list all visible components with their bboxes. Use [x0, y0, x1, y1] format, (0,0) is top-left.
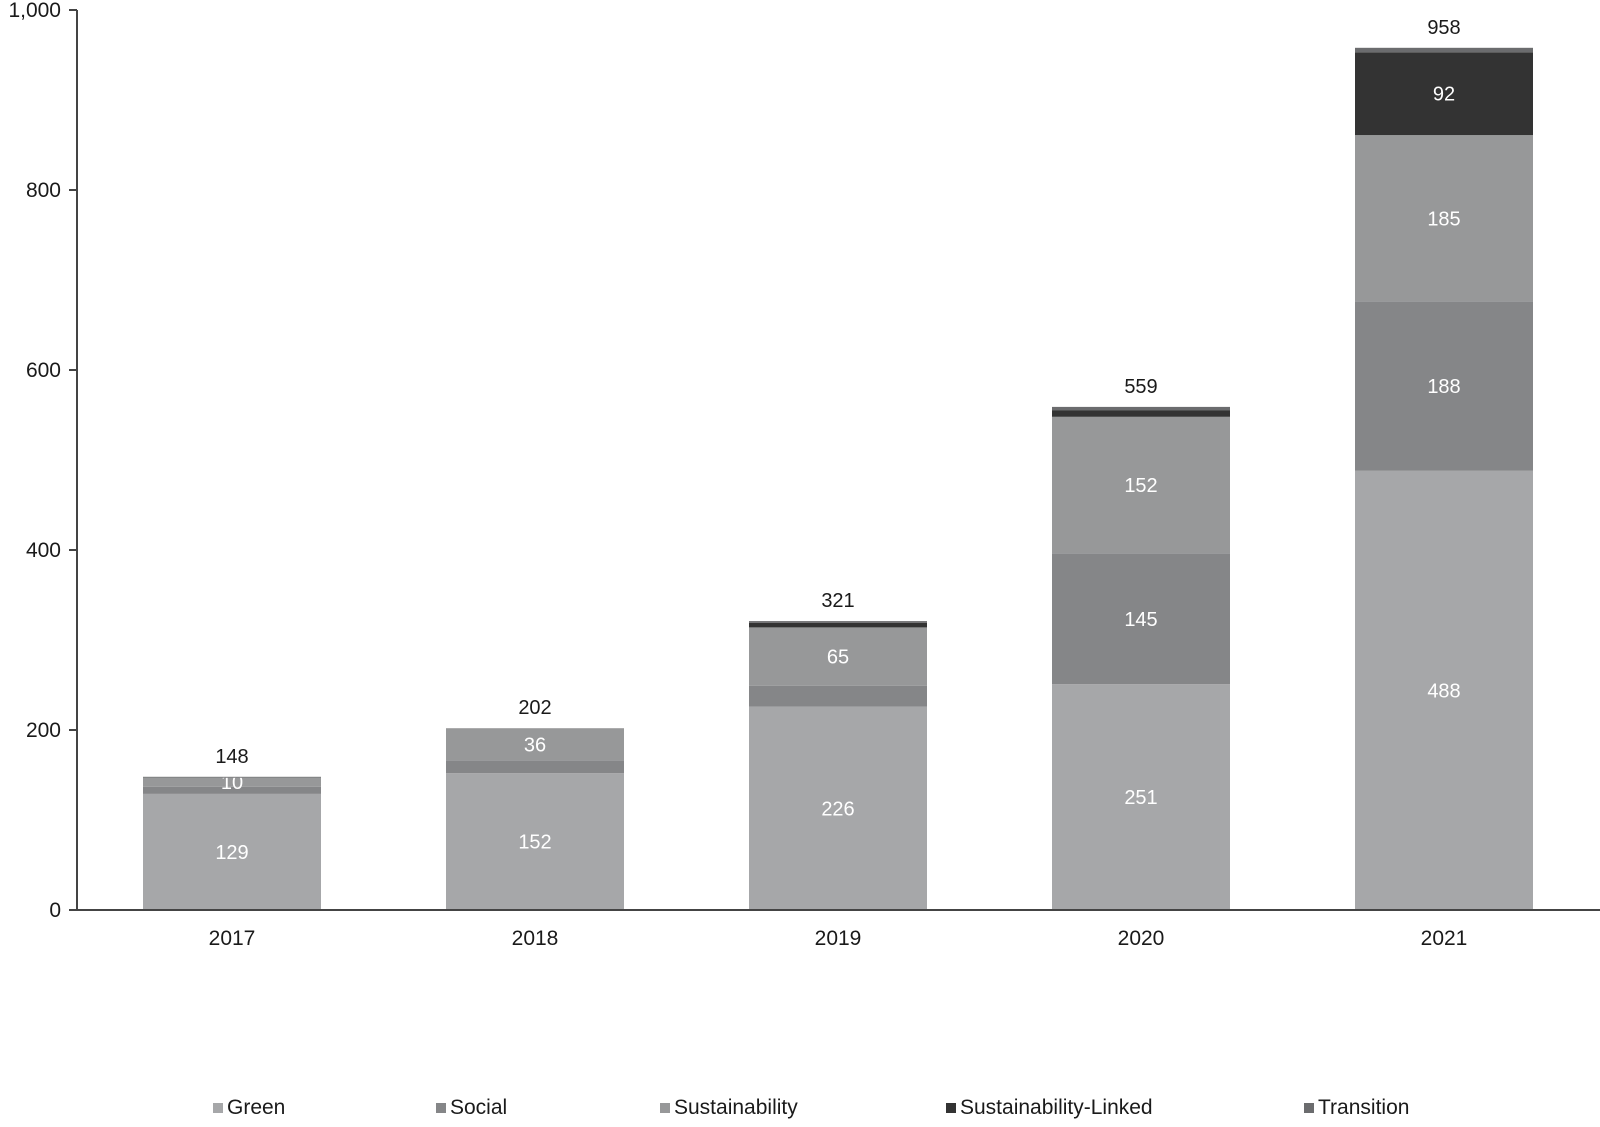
data-label: 251: [1124, 787, 1157, 809]
data-label: 488: [1427, 680, 1460, 702]
legend-swatch: [946, 1103, 956, 1113]
bar-segment-sustainability: [1355, 135, 1533, 302]
bar-segment-green: [446, 773, 624, 910]
bar-segment-green: [1355, 470, 1533, 910]
bar-segment-sustainability-linked: [749, 622, 927, 628]
legend-item: Sustainability-Linked: [946, 1096, 1153, 1119]
x-tick-label: 2018: [512, 927, 559, 950]
bar-segment-sustainability-linked: [1052, 410, 1230, 417]
legend-item: Transition: [1304, 1096, 1409, 1119]
legend-item: Green: [213, 1096, 285, 1119]
legend-label: Green: [227, 1096, 285, 1119]
bar-segment-social: [1052, 553, 1230, 685]
data-label: 36: [524, 734, 546, 756]
data-label: 129: [215, 842, 248, 864]
data-label: 145: [1124, 609, 1157, 631]
legend-swatch: [213, 1103, 223, 1113]
bar-segment-social: [1355, 301, 1533, 471]
legend-item: Sustainability: [660, 1096, 798, 1119]
legend-label: Transition: [1318, 1096, 1409, 1119]
bar-segment-green: [1052, 684, 1230, 910]
y-tick-label: 400: [26, 539, 61, 562]
bars: 129 10 148 152 36 202 226 65 321 251 145 152 559 488 1…: [143, 17, 1533, 910]
y-tick-label: 1,000: [8, 0, 61, 22]
data-label: 188: [1427, 376, 1460, 398]
bar-segment-sustainability-linked: [1355, 52, 1533, 136]
data-label: 152: [1124, 475, 1157, 497]
data-label: 10: [221, 772, 243, 794]
y-tick-label: 600: [26, 359, 61, 382]
bar-segment-transition: [1052, 406, 1230, 411]
bar-segment-sustainability: [143, 777, 321, 787]
x-tick-label: 2020: [1118, 927, 1165, 950]
x-tick-label: 2021: [1421, 927, 1468, 950]
bar-segment-green: [143, 793, 321, 910]
y-axis: 0 200 400 600 800 1,000: [8, 0, 78, 922]
legend-item: Social: [436, 1096, 507, 1119]
bar-group-2017: 129 10 148: [143, 746, 321, 910]
data-label: 185: [1427, 208, 1460, 230]
legend-swatch: [1304, 1103, 1314, 1113]
total-label: 202: [518, 697, 551, 719]
bar-segment-green: [749, 706, 927, 910]
y-tick-label: 200: [26, 719, 61, 742]
bar-segment-sustainability: [446, 728, 624, 761]
x-tick-label: 2019: [815, 927, 862, 950]
x-tick-label: 2017: [209, 927, 256, 950]
bar-segment-sustainability: [1052, 416, 1230, 554]
total-label: 148: [215, 746, 248, 768]
data-label: 152: [518, 832, 551, 854]
total-label: 559: [1124, 376, 1157, 398]
legend-swatch: [436, 1103, 446, 1113]
bar-segment-transition: [1355, 47, 1533, 53]
bar-segment-sustainability: [749, 627, 927, 686]
bar-segment-social: [143, 786, 321, 794]
bar-segment-transition: [749, 621, 927, 623]
y-tick-label: 800: [26, 179, 61, 202]
legend: Green Social Sustainability Sustainability-…: [213, 1096, 1409, 1119]
data-label: 65: [827, 647, 849, 669]
total-label: 321: [821, 590, 854, 612]
legend-label: Social: [450, 1096, 507, 1119]
bar-group-2021: 488 188 185 92 958: [1355, 17, 1533, 910]
data-label: 226: [821, 798, 854, 820]
data-label: 92: [1433, 84, 1455, 106]
bar-segment-social: [446, 760, 624, 774]
bar-segment-transition: [143, 776, 321, 778]
legend-label: Sustainability-Linked: [960, 1096, 1153, 1119]
legend-label: Sustainability: [674, 1096, 798, 1119]
bar-group-2020: 251 145 152 559: [1052, 376, 1230, 910]
total-label: 958: [1427, 17, 1460, 39]
bar-group-2018: 152 36 202: [446, 697, 624, 910]
bar-segment-social: [749, 685, 927, 707]
x-axis: 2017 2018 2019 2020 2021: [77, 909, 1600, 950]
bar-group-2019: 226 65 321: [749, 590, 927, 910]
legend-swatch: [660, 1103, 670, 1113]
y-tick-label: 0: [49, 899, 61, 922]
